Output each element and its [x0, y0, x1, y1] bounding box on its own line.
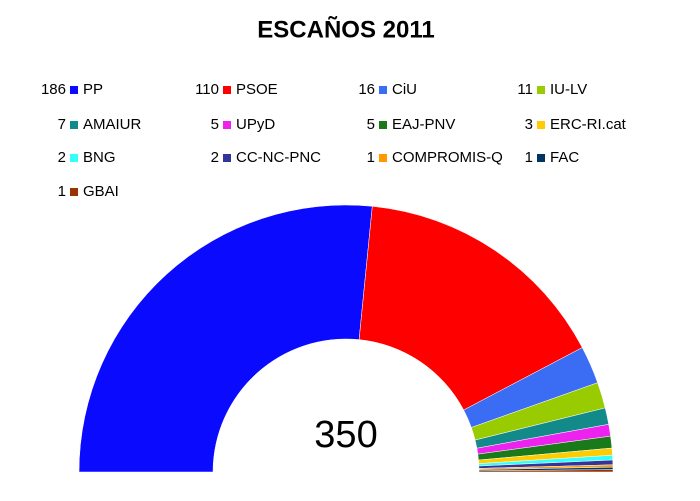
center-total: 350: [314, 414, 377, 456]
legend-value: 110: [195, 81, 219, 98]
seat-segment: [358, 206, 583, 411]
legend-label: CC-NC-PNC: [236, 149, 321, 166]
legend-value: 16: [358, 81, 375, 98]
legend-label: IU-LV: [550, 81, 587, 98]
legend-value: 1: [367, 149, 375, 166]
legend-value: 2: [58, 149, 66, 166]
legend-label: ERC-RI.cat: [550, 116, 627, 133]
legend-swatch: [70, 154, 78, 162]
legend-swatch: [223, 86, 231, 94]
legend-label: EAJ-PNV: [392, 116, 455, 133]
legend-swatch: [379, 154, 387, 162]
arcs: [78, 204, 614, 473]
legend-label: PP: [83, 81, 103, 98]
legend-label: PSOE: [236, 81, 278, 98]
legend-value: 5: [211, 116, 219, 133]
legend-label: GBAI: [83, 183, 119, 200]
legend-label: BNG: [83, 149, 116, 166]
legend-swatch: [379, 121, 387, 129]
legend-value: 1: [58, 183, 66, 200]
legend-label: FAC: [550, 149, 579, 166]
legend-label: AMAIUR: [83, 116, 142, 133]
seat-segment: [478, 469, 614, 473]
legend-swatch: [70, 86, 78, 94]
legend-value: 7: [58, 116, 66, 133]
legend-value: 186: [41, 81, 66, 98]
legend-label: UPyD: [236, 116, 275, 133]
chart-title: ESCAÑOS 2011: [257, 15, 434, 43]
legend-swatch: [223, 121, 231, 129]
legend-swatch: [537, 86, 545, 94]
legend-swatch: [70, 121, 78, 129]
legend-swatch: [379, 86, 387, 94]
legend-value: 11: [517, 81, 533, 98]
legend-swatch: [537, 154, 545, 162]
legend-value: 1: [525, 149, 533, 166]
legend-label: COMPROMIS-Q: [392, 149, 503, 166]
legend-swatch: [223, 154, 231, 162]
legend-swatch: [70, 188, 78, 196]
legend-value: 5: [367, 116, 375, 133]
legend-value: 2: [211, 149, 219, 166]
legend-label: CiU: [392, 81, 417, 98]
legend-swatch: [537, 121, 545, 129]
legend-value: 3: [525, 116, 533, 133]
seat-segment: [78, 204, 373, 473]
